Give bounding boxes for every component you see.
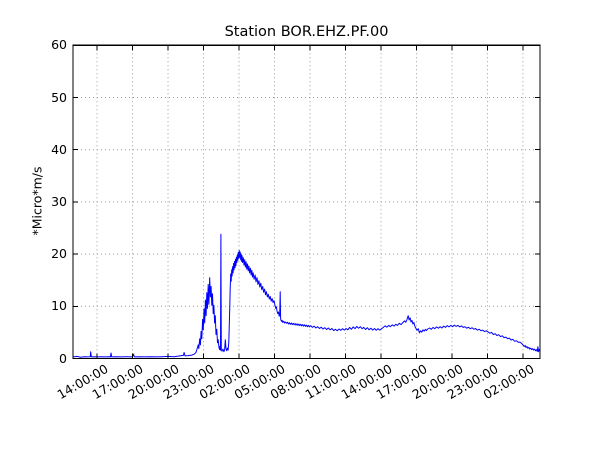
waveform-trace bbox=[73, 233, 540, 358]
y-tick-label: 10 bbox=[51, 298, 67, 314]
y-tick-label: 50 bbox=[51, 89, 67, 105]
chart-title: Station BOR.EHZ.PF.00 bbox=[224, 24, 389, 40]
y-tick-label: 40 bbox=[51, 141, 67, 157]
y-tick-label: 30 bbox=[51, 193, 67, 209]
y-tick-label: 0 bbox=[59, 350, 67, 366]
y-tick-label: 20 bbox=[51, 246, 67, 262]
y-tick-label: 60 bbox=[51, 37, 67, 53]
